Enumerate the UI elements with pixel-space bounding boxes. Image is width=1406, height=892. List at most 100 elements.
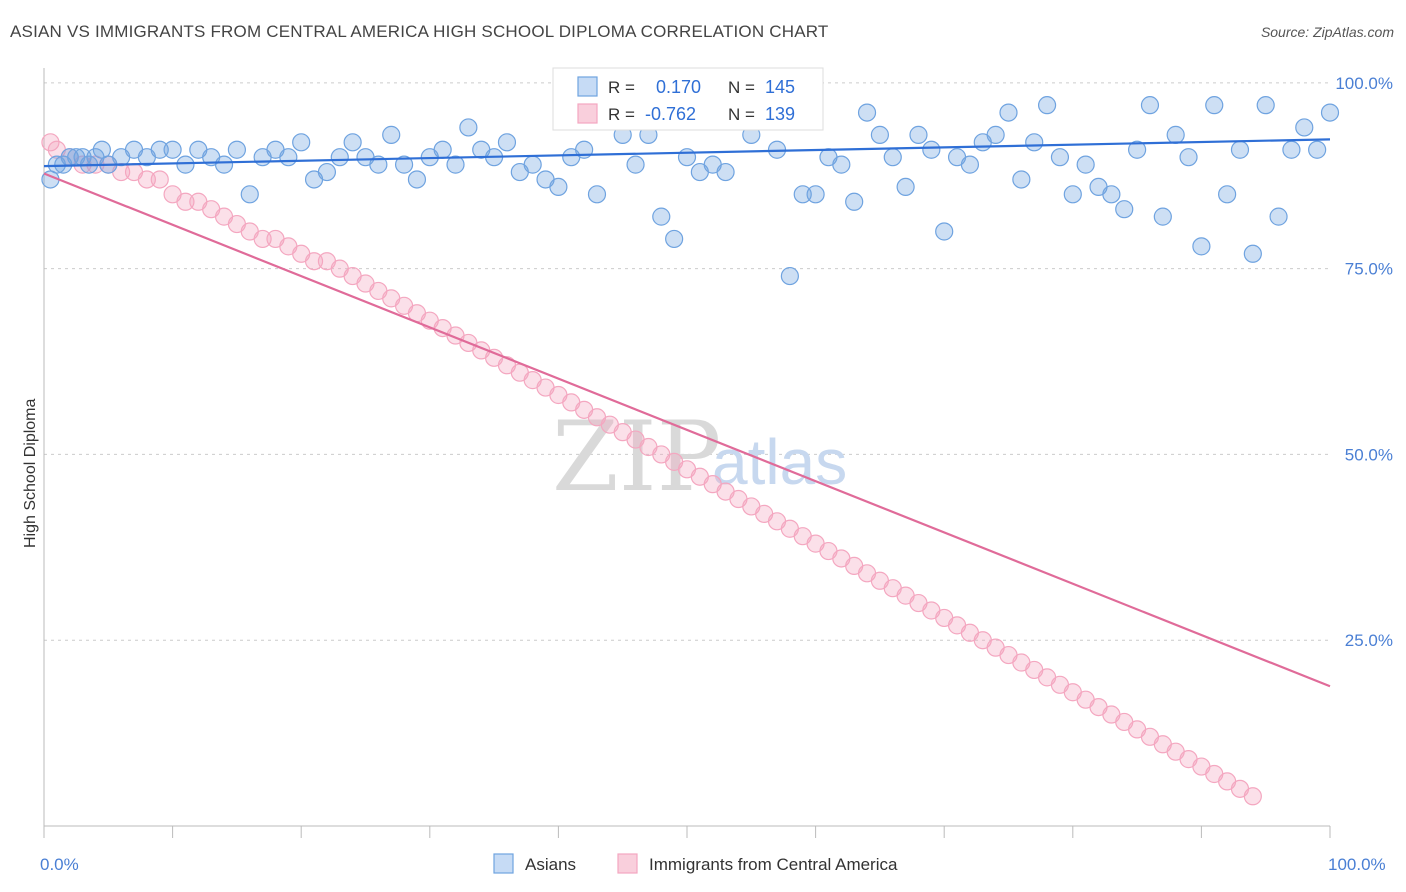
stats-blue-r-value: 0.170 — [656, 77, 701, 97]
immigrants-point — [137, 170, 156, 189]
x-ticks — [43, 826, 1331, 838]
stats-box: R = 0.170 N = 145 R = -0.762 N = 139 — [552, 67, 824, 131]
y-axis-label: High School Diploma — [22, 398, 39, 548]
asians-point — [857, 103, 877, 122]
legend-asians-swatch — [493, 853, 514, 874]
legend: Asians Immigrants from Central America — [493, 853, 898, 874]
asians-point — [883, 148, 902, 167]
watermark-atlas: atlas — [712, 426, 847, 498]
asians-point — [1179, 148, 1198, 167]
asians-point — [665, 229, 684, 249]
asians-point — [1127, 140, 1147, 159]
asians-point — [1192, 237, 1211, 256]
gridlines — [44, 82, 1330, 641]
asians-point — [163, 140, 182, 159]
stats-blue-n-label: N = — [728, 78, 755, 97]
immigrants-trend-line — [43, 172, 1331, 688]
stats-box-frame — [552, 67, 824, 131]
stats-blue-r-label: R = — [608, 78, 635, 97]
immigrants-point — [253, 229, 272, 249]
asians-point — [626, 155, 645, 174]
asians-point — [1115, 200, 1134, 219]
legend-immigrants-swatch — [617, 853, 638, 874]
stats-blue-swatch — [577, 76, 598, 97]
stats-pink-r-value: -0.762 — [645, 104, 696, 124]
asians-point — [716, 162, 735, 182]
y-tick-label-25: 25.0% — [1345, 631, 1393, 650]
asians-point — [677, 148, 697, 167]
asians-point — [935, 222, 954, 241]
asians-point — [806, 185, 825, 204]
asians-point — [317, 162, 337, 182]
immigrants-point — [304, 252, 324, 271]
asians-point — [330, 148, 349, 167]
stats-pink-swatch — [577, 103, 598, 124]
asians-point — [1140, 96, 1160, 115]
asians-point — [1025, 133, 1044, 152]
asians-point — [176, 155, 195, 174]
asians-point — [1012, 170, 1031, 189]
series-asians-points — [41, 96, 1340, 286]
asians-point — [986, 125, 1005, 144]
y-tick-label-50: 50.0% — [1345, 445, 1393, 464]
legend-immigrants-label: Immigrants from Central America — [649, 855, 898, 874]
asians-point — [845, 192, 864, 211]
asians-point — [1269, 207, 1288, 226]
asians-point — [1166, 125, 1185, 144]
asians-point — [369, 155, 388, 174]
asians-point — [870, 125, 890, 144]
asians-point — [909, 125, 928, 144]
asians-point — [1050, 148, 1070, 167]
x-tick-min: 0.0% — [40, 855, 79, 874]
asians-point — [832, 155, 851, 174]
asians-point — [459, 118, 478, 137]
asians-point — [214, 155, 234, 174]
asians-point — [780, 266, 799, 286]
immigrants-point — [41, 133, 60, 152]
asians-point — [240, 185, 259, 204]
asians-point — [960, 155, 980, 174]
asians-point — [1256, 96, 1275, 115]
asians-point — [1243, 244, 1262, 263]
asians-point — [433, 140, 452, 159]
immigrants-point — [176, 192, 195, 211]
asians-trend-line — [43, 138, 1331, 168]
asians-point — [292, 133, 311, 152]
stats-pink-n-value: 139 — [765, 104, 795, 124]
asians-point — [1230, 140, 1250, 159]
asians-point — [446, 155, 465, 174]
asians-point — [497, 133, 517, 152]
y-tick-label-100: 100.0% — [1335, 74, 1393, 93]
asians-point — [227, 140, 246, 159]
stats-pink-r-label: R = — [608, 105, 635, 124]
asians-point — [793, 185, 812, 204]
asians-point — [1063, 185, 1082, 204]
asians-point — [1037, 96, 1057, 115]
y-tick-labels: 100.0% 75.0% 50.0% 25.0% — [1335, 74, 1393, 650]
asians-point — [150, 140, 169, 159]
asians-point — [999, 103, 1018, 122]
asians-point — [1102, 185, 1121, 204]
immigrants-point — [150, 170, 169, 189]
asians-point — [523, 155, 542, 174]
immigrants-point — [1243, 787, 1262, 806]
asians-point — [1076, 155, 1095, 174]
asians-point — [652, 207, 671, 226]
watermark-zip: ZIP — [552, 401, 721, 513]
asians-point — [1218, 185, 1237, 204]
asians-point — [343, 133, 362, 152]
asians-point — [896, 177, 915, 197]
asians-point — [1320, 103, 1340, 122]
asians-point — [1308, 140, 1327, 159]
asians-point — [279, 148, 298, 167]
stats-blue-n-value: 145 — [765, 77, 795, 97]
asians-point — [1295, 118, 1314, 137]
x-tick-max: 100.0% — [1328, 855, 1386, 874]
asians-point — [407, 170, 427, 189]
asians-point — [382, 125, 401, 144]
asians-point — [1153, 207, 1172, 226]
asians-point — [1282, 140, 1301, 159]
asians-point — [587, 185, 607, 204]
asians-point — [1205, 96, 1224, 115]
